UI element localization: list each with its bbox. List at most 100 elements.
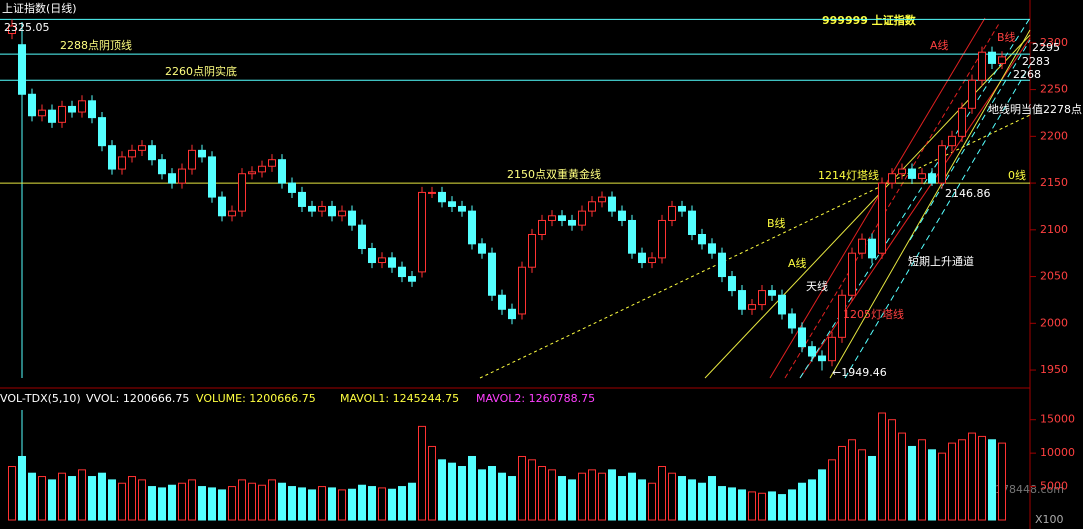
y-tick-label: 1950 bbox=[1040, 363, 1068, 376]
candle-body bbox=[438, 191, 446, 203]
volume-bar bbox=[498, 472, 506, 521]
candle-body bbox=[528, 233, 536, 268]
volume-bar bbox=[858, 449, 866, 521]
y-tick-label: 10000 bbox=[1040, 446, 1075, 459]
candle-body bbox=[318, 205, 326, 212]
volume-bar bbox=[278, 482, 286, 521]
annotation: 短期上升通道 bbox=[908, 254, 974, 268]
candle-body bbox=[688, 210, 696, 235]
candle-body bbox=[978, 51, 986, 81]
volume-bar bbox=[418, 425, 426, 521]
annotation: 2146.86 bbox=[945, 187, 991, 200]
candle-body bbox=[358, 224, 366, 250]
chart-title: 上证指数(日线) bbox=[2, 1, 77, 15]
candle-body bbox=[18, 44, 26, 95]
candle-body bbox=[148, 145, 156, 161]
y-tick-label: 2100 bbox=[1040, 223, 1068, 236]
volume-bar bbox=[808, 479, 816, 521]
volume-bar bbox=[88, 476, 96, 521]
candle-body bbox=[208, 156, 216, 198]
volume-bar bbox=[458, 466, 466, 521]
candle-body bbox=[48, 109, 56, 123]
volume-bar bbox=[918, 439, 926, 521]
volume-bar bbox=[998, 442, 1006, 521]
y-tick-label: 2000 bbox=[1040, 316, 1068, 329]
candle-body bbox=[348, 210, 356, 226]
volume-bar bbox=[448, 462, 456, 521]
candle-body bbox=[28, 93, 36, 117]
volume-bar bbox=[678, 476, 686, 521]
volume-bar bbox=[438, 459, 446, 521]
volume-bar bbox=[478, 469, 486, 521]
volume-bar bbox=[68, 476, 76, 521]
candle-body bbox=[98, 117, 106, 147]
volume-bar bbox=[878, 412, 886, 521]
candle-body bbox=[188, 149, 196, 170]
candle-body bbox=[758, 290, 766, 306]
volume-bar bbox=[408, 482, 416, 521]
y-tick-label: 2250 bbox=[1040, 83, 1068, 96]
volume-bar bbox=[28, 472, 36, 521]
candle-body bbox=[428, 191, 436, 194]
volume-bar bbox=[968, 432, 976, 521]
level-label: 2150点双重黄金线 bbox=[507, 167, 601, 181]
candle-body bbox=[628, 219, 636, 254]
annotation: B线 bbox=[767, 216, 786, 230]
trend-line bbox=[784, 21, 1001, 379]
volume-bar bbox=[828, 459, 836, 521]
candle-body bbox=[328, 205, 336, 217]
candle-body bbox=[938, 145, 946, 184]
candle-body bbox=[158, 159, 166, 175]
candle-body bbox=[678, 205, 686, 212]
volume-header: VOL-TDX(5,10) bbox=[0, 392, 81, 405]
volume-bar bbox=[688, 479, 696, 521]
candle-body bbox=[298, 191, 306, 207]
volume-bar bbox=[978, 435, 986, 521]
volume-bar bbox=[358, 484, 366, 521]
volume-bar bbox=[58, 472, 66, 521]
volume-bar bbox=[768, 491, 776, 521]
volume-bar bbox=[228, 486, 236, 521]
annotation: 1205灯塔线 bbox=[843, 307, 904, 321]
watermark: 178448.com bbox=[995, 483, 1064, 496]
level-label: 2260点阴实底 bbox=[165, 64, 237, 78]
candle-body bbox=[738, 290, 746, 310]
volume-bar bbox=[638, 479, 646, 521]
annotation: 2295 bbox=[1032, 41, 1060, 54]
candle-body bbox=[138, 145, 146, 151]
candle-body bbox=[228, 210, 236, 217]
candle-body bbox=[498, 294, 506, 310]
volume-bar bbox=[908, 445, 916, 521]
candle-body bbox=[518, 266, 526, 315]
volume-bar bbox=[258, 484, 266, 521]
volume-bar bbox=[848, 439, 856, 521]
volume-bar bbox=[378, 487, 386, 521]
candle-body bbox=[128, 149, 136, 158]
candle-body bbox=[988, 51, 996, 64]
volume-bar bbox=[178, 482, 186, 521]
volume-bar bbox=[838, 445, 846, 521]
candle-body bbox=[768, 290, 776, 296]
volume-bar bbox=[618, 476, 626, 521]
volume-bar bbox=[188, 479, 196, 521]
volume-bar bbox=[318, 486, 326, 521]
trend-line bbox=[829, 29, 1031, 379]
candle-body bbox=[858, 238, 866, 254]
volume-bar bbox=[598, 472, 606, 521]
scale-note: X100 bbox=[1035, 513, 1064, 526]
candle-body bbox=[238, 173, 246, 212]
annotation: 2268 bbox=[1013, 68, 1041, 81]
trend-line bbox=[909, 39, 1031, 241]
candle-body bbox=[948, 135, 956, 147]
volume-bar bbox=[738, 489, 746, 521]
candle-body bbox=[778, 294, 786, 315]
volume-bar bbox=[608, 469, 616, 521]
volume-bar bbox=[588, 469, 596, 521]
volume-bar bbox=[128, 476, 136, 521]
y-tick-label: 2050 bbox=[1040, 270, 1068, 283]
candle-body bbox=[408, 276, 416, 282]
y-tick-label: 2200 bbox=[1040, 129, 1068, 142]
volume-header: MAVOL1: 1245244.75 bbox=[340, 392, 459, 405]
candle-body bbox=[838, 294, 846, 338]
volume-bar bbox=[238, 479, 246, 521]
